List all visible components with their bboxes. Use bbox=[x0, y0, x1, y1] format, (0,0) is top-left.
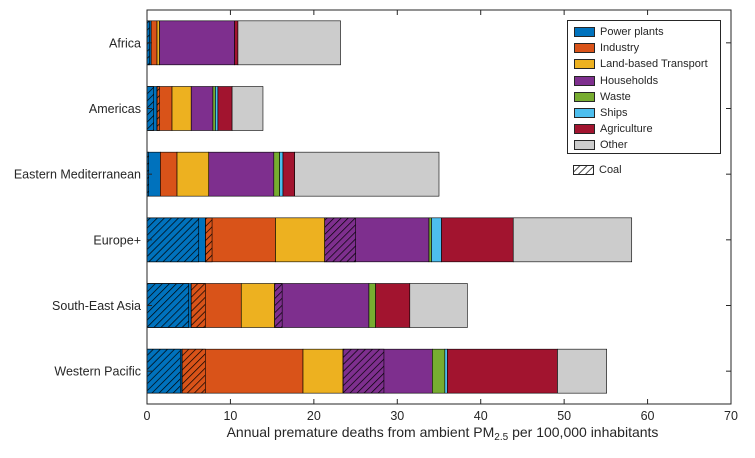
bar-europe-other bbox=[512, 217, 633, 263]
plot-frame bbox=[146, 9, 732, 405]
y-tick-label-western-pacific: Western Pacific bbox=[54, 365, 141, 379]
coal-western-pacific-industry bbox=[181, 348, 206, 394]
bar-south-east-asia-agriculture bbox=[375, 283, 411, 328]
bar-europe-agriculture bbox=[441, 217, 514, 263]
bar-south-east-asia-other bbox=[409, 283, 468, 328]
legend-label-other: Other bbox=[600, 139, 628, 152]
coal-south-east-asia-power-plants bbox=[146, 283, 190, 328]
bar-africa-agriculture bbox=[234, 20, 239, 66]
x-axis-label-main: Annual premature deaths from ambient PM bbox=[226, 424, 495, 440]
legend-label-agriculture: Agriculture bbox=[600, 123, 653, 136]
bar-eastern-mediterranean-industry bbox=[160, 151, 178, 197]
legend-item-industry: Industry bbox=[574, 41, 639, 55]
legend-item-ships: Ships bbox=[574, 106, 628, 120]
bar-americas-waste bbox=[212, 86, 216, 131]
legend-item-households: Households bbox=[574, 74, 658, 88]
x-axis-label-tail: per 100,000 inhabitants bbox=[508, 424, 659, 440]
y-tick-label-south-east-asia: South-East Asia bbox=[52, 299, 141, 313]
legend-swatch-agriculture bbox=[574, 124, 595, 135]
bar-south-east-asia-households bbox=[274, 283, 370, 328]
bar-south-east-asia-waste bbox=[368, 283, 376, 328]
coal-europe-industry bbox=[205, 217, 213, 263]
bar-africa-households bbox=[159, 20, 235, 66]
legend-swatch-land-based-transport bbox=[574, 59, 595, 70]
legend-swatch-power-plants bbox=[574, 27, 595, 37]
bar-europe-waste bbox=[428, 217, 432, 263]
coal-europe-households bbox=[324, 217, 356, 263]
bars-group bbox=[146, 20, 633, 394]
coal-western-pacific-power-plants bbox=[146, 348, 181, 394]
bar-south-east-asia-land-based-transport bbox=[240, 283, 275, 328]
bar-eastern-mediterranean-land-based-transport bbox=[176, 151, 210, 197]
bar-americas-households bbox=[190, 86, 214, 131]
x-tick-label-0: 0 bbox=[144, 409, 151, 423]
x-tick-label-10: 10 bbox=[223, 409, 237, 423]
bar-americas-agriculture bbox=[217, 86, 233, 131]
y-tick-label-africa: Africa bbox=[109, 36, 141, 50]
legend-item-waste: Waste bbox=[574, 90, 631, 104]
bar-eastern-mediterranean-other bbox=[294, 151, 440, 197]
bar-americas-other bbox=[231, 86, 264, 131]
bar-eastern-mediterranean-households bbox=[208, 151, 275, 197]
legend-swatch-industry bbox=[574, 43, 595, 54]
legend-label-industry: Industry bbox=[600, 42, 640, 55]
legend-item-coal: Coal bbox=[573, 163, 622, 177]
legend-label-households: Households bbox=[600, 74, 659, 87]
x-tick-label-50: 50 bbox=[557, 409, 571, 423]
bar-western-pacific-ships bbox=[444, 348, 448, 394]
coal-hatch-icon bbox=[573, 165, 594, 175]
legend: Power plants Industry Land-based Transport… bbox=[567, 20, 721, 154]
bar-europe-ships bbox=[431, 217, 442, 263]
x-axis-label-subscript: 2.5 bbox=[494, 432, 509, 443]
bar-africa-other bbox=[237, 20, 341, 66]
legend-item-power-plants: Power plants bbox=[574, 25, 664, 39]
legend-swatch-ships bbox=[574, 108, 595, 118]
axes-group: Africa Americas Eastern Mediterranean Europ… bbox=[14, 9, 738, 423]
bar-americas-ships bbox=[215, 86, 219, 131]
legend-label-waste: Waste bbox=[600, 90, 631, 103]
bar-europe-industry bbox=[205, 217, 276, 263]
bar-eastern-mediterranean-agriculture bbox=[282, 151, 295, 197]
legend-item-land-based-transport: Land-based Transport bbox=[574, 57, 708, 71]
legend-swatch-households bbox=[574, 75, 595, 86]
coal-legend: Coal bbox=[567, 159, 721, 181]
bar-europe-land-based-transport bbox=[275, 217, 326, 263]
y-tick-label-americas: Americas bbox=[89, 102, 141, 116]
bar-africa-land-based-transport bbox=[156, 20, 160, 66]
bar-eastern-mediterranean-waste bbox=[273, 151, 280, 197]
legend-item-other: Other bbox=[574, 138, 628, 152]
bar-western-pacific-agriculture bbox=[447, 348, 558, 394]
legend-label-power-plants: Power plants bbox=[600, 26, 664, 38]
coal-americas-industry bbox=[156, 86, 160, 131]
bar-western-pacific-land-based-transport bbox=[302, 348, 344, 394]
coal-south-east-asia-households bbox=[274, 283, 283, 328]
y-tick-label-eastern-mediterranean: Eastern Mediterranean bbox=[14, 168, 141, 182]
coal-europe-power-plants bbox=[146, 217, 200, 263]
coal-south-east-asia-industry bbox=[190, 283, 206, 328]
y-tick-label-europe: Europe+ bbox=[93, 233, 141, 247]
legend-label-ships: Ships bbox=[600, 107, 628, 119]
legend-item-agriculture: Agriculture bbox=[574, 122, 653, 136]
legend-swatch-other bbox=[574, 140, 595, 151]
x-tick-label-40: 40 bbox=[474, 409, 488, 423]
bar-western-pacific-waste bbox=[432, 348, 446, 394]
x-tick-label-20: 20 bbox=[307, 409, 321, 423]
bar-western-pacific-other bbox=[557, 348, 607, 394]
bar-americas-land-based-transport bbox=[171, 86, 192, 131]
x-axis-label: Annual premature deaths from ambient PM2… bbox=[0, 424, 755, 443]
bar-eastern-mediterranean-ships bbox=[279, 151, 284, 197]
bar-africa-industry bbox=[150, 20, 158, 66]
coal-western-pacific-households bbox=[342, 348, 385, 394]
x-tick-label-30: 30 bbox=[390, 409, 404, 423]
legend-swatch-waste bbox=[574, 91, 595, 102]
legend-label-land-based-transport: Land-based Transport bbox=[600, 58, 708, 71]
x-tick-label-70: 70 bbox=[724, 409, 738, 423]
x-tick-label-60: 60 bbox=[641, 409, 655, 423]
legend-label-coal: Coal bbox=[599, 164, 622, 176]
